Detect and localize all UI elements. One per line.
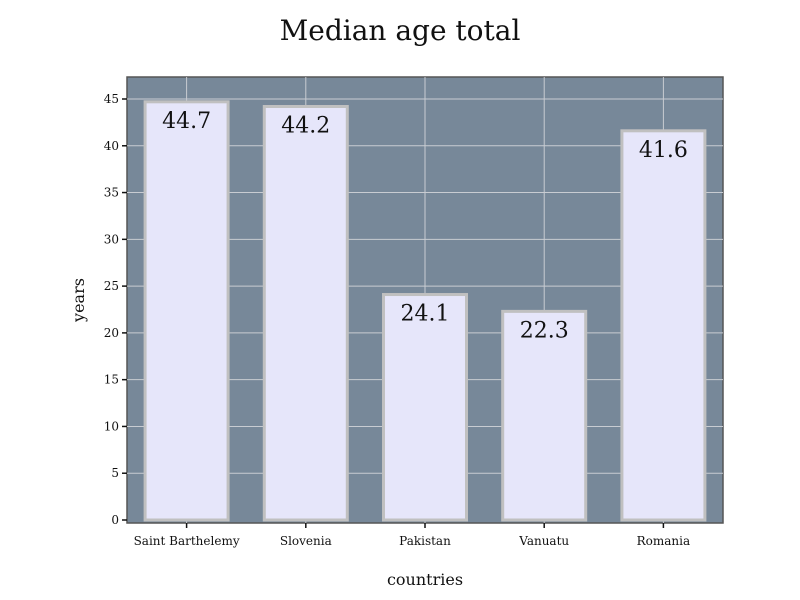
chart-title: Median age total <box>280 14 521 47</box>
bar-value-label: 41.6 <box>639 138 688 163</box>
x-axis-label: countries <box>387 570 463 589</box>
bar <box>501 309 588 522</box>
bar-value-label: 22.3 <box>520 318 569 343</box>
x-tick-label: Slovenia <box>280 534 332 548</box>
y-tick-label: 0 <box>111 513 119 527</box>
bar-value-label: 24.1 <box>401 302 450 327</box>
y-tick-label: 40 <box>104 139 119 153</box>
y-tick-label: 25 <box>104 279 119 293</box>
y-tick-label: 20 <box>104 326 119 340</box>
x-tick-label: Pakistan <box>399 534 451 548</box>
bar <box>143 100 230 522</box>
y-axis-label: years <box>69 278 88 323</box>
y-tick-label: 30 <box>104 232 119 246</box>
bar <box>620 129 707 522</box>
bar-value-label: 44.2 <box>281 113 330 138</box>
y-tick-label: 5 <box>111 466 119 480</box>
bar <box>262 104 349 522</box>
x-tick-label: Saint Barthelemy <box>134 534 240 548</box>
bar-value-labels: 44.7 44.2 24.1 22.3 41.6 <box>162 109 688 344</box>
y-tick-label: 35 <box>104 186 119 200</box>
x-tick-label: Romania <box>637 534 691 548</box>
bar-value-label: 44.7 <box>162 109 211 134</box>
bar <box>382 293 468 522</box>
x-axis: Saint Barthelemy Slovenia Pakistan Vanuatu R… <box>134 523 691 548</box>
y-tick-label: 45 <box>104 92 119 106</box>
x-tick-label: Vanuatu <box>518 534 569 548</box>
bars <box>143 100 707 522</box>
y-tick-label: 10 <box>104 419 119 433</box>
y-axis: 0 5 10 15 20 25 30 35 40 45 <box>104 92 127 527</box>
y-tick-label: 15 <box>104 373 119 387</box>
